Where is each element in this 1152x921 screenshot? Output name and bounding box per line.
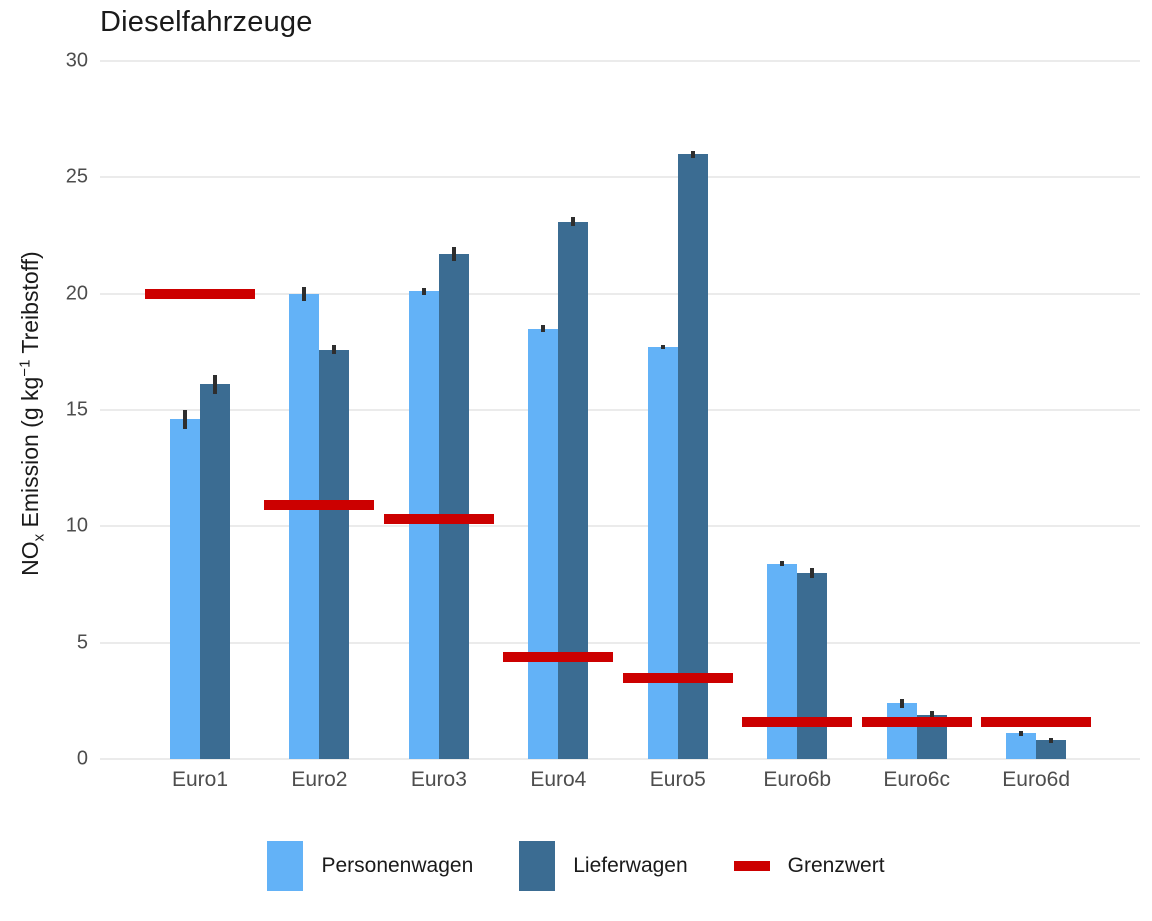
lieferwagen-color-swatch xyxy=(519,841,556,891)
legend-item-grenzwert: Grenzwert xyxy=(733,854,885,878)
errorbar-lieferwagen-euro2 xyxy=(332,344,337,355)
y-axis-title-sub: x xyxy=(30,533,48,542)
x-tick-label-euro2: Euro2 xyxy=(291,768,348,791)
y-tick-label-10: 10 xyxy=(65,514,88,537)
bar-lieferwagen-euro5 xyxy=(677,154,708,759)
y-tick-label-25: 25 xyxy=(65,165,88,188)
grenzwert-segment-euro4 xyxy=(503,651,614,662)
bar-personenwagen-euro3 xyxy=(408,291,439,759)
errorbar-lieferwagen-euro6d xyxy=(1049,738,1054,743)
legend-label-grenzwert: Grenzwert xyxy=(787,854,885,877)
bar-personenwagen-euro5 xyxy=(647,347,678,759)
bar-personenwagen-euro6c xyxy=(886,703,917,759)
y-tick-label-20: 20 xyxy=(65,282,88,305)
legend-label-lieferwagen: Lieferwagen xyxy=(573,854,688,877)
bar-personenwagen-euro2 xyxy=(289,293,320,759)
bar-lieferwagen-euro1 xyxy=(200,384,230,759)
x-tick-label-euro6b: Euro6b xyxy=(763,768,832,791)
y-tick-label-15: 15 xyxy=(65,398,88,421)
legend-item-lieferwagen: Lieferwagen xyxy=(519,841,688,891)
bar-personenwagen-euro1 xyxy=(170,419,200,759)
bar-personenwagen-euro6b xyxy=(767,563,798,759)
plot-area xyxy=(100,60,1140,760)
x-tick-label-euro4: Euro4 xyxy=(530,768,587,791)
bar-lieferwagen-euro6d xyxy=(1036,740,1067,759)
errorbar-personenwagen-euro6c xyxy=(899,698,904,708)
x-tick-label-euro6c: Euro6c xyxy=(883,768,950,791)
y-axis-title-sup: −1 xyxy=(16,359,34,377)
errorbar-lieferwagen-euro4 xyxy=(571,216,576,227)
errorbar-lieferwagen-euro5 xyxy=(690,150,695,158)
y-axis-title-pre: NO xyxy=(17,541,44,576)
errorbar-lieferwagen-euro6c xyxy=(929,711,934,719)
gridline-y-20 xyxy=(100,292,1140,295)
y-tick-label-0: 0 xyxy=(76,747,88,770)
x-tick-label-euro5: Euro5 xyxy=(649,768,706,791)
grenzwert-line-swatch xyxy=(733,861,770,871)
grenzwert-segment-euro6b xyxy=(742,716,853,727)
x-tick-label-euro6d: Euro6d xyxy=(1002,768,1070,791)
gridline-y-30 xyxy=(100,60,1140,62)
y-axis-title: NOx Emission (g kg−1 Treibstoff) xyxy=(16,114,47,714)
errorbar-personenwagen-euro6d xyxy=(1019,731,1024,736)
gridline-y-10 xyxy=(100,525,1140,528)
y-tick-label-5: 5 xyxy=(76,631,88,654)
y-axis-title-mid: Emission (g kg xyxy=(17,376,44,534)
grenzwert-segment-euro2 xyxy=(264,500,375,511)
y-axis-title-post: Treibstoff) xyxy=(17,251,44,360)
errorbar-personenwagen-euro2 xyxy=(302,286,307,301)
grenzwert-segment-euro6d xyxy=(981,716,1092,727)
errorbar-lieferwagen-euro1 xyxy=(213,375,217,394)
legend-label-personenwagen: Personenwagen xyxy=(321,854,474,877)
bar-lieferwagen-euro6b xyxy=(797,572,828,759)
errorbar-personenwagen-euro6b xyxy=(780,561,785,566)
bar-lieferwagen-euro2 xyxy=(319,349,350,759)
errorbar-lieferwagen-euro3 xyxy=(451,247,456,262)
x-tick-label-euro1: Euro1 xyxy=(171,768,229,791)
grenzwert-segment-euro1 xyxy=(145,288,255,299)
legend: Personenwagen Lieferwagen Grenzwert xyxy=(0,836,1152,896)
gridline-y-5 xyxy=(100,641,1140,644)
x-axis-labels: Euro1 Euro2 Euro3 Euro4 Euro5 Euro6b Euro6c Eur… xyxy=(100,768,1140,798)
gridline-y-15 xyxy=(100,409,1140,411)
bar-lieferwagen-euro3 xyxy=(438,254,469,759)
personenwagen-color-swatch xyxy=(267,841,304,891)
errorbar-lieferwagen-euro6b xyxy=(810,568,815,578)
errorbar-personenwagen-euro5 xyxy=(660,344,665,350)
bar-personenwagen-euro4 xyxy=(528,328,559,759)
y-tick-label-30: 30 xyxy=(65,49,88,72)
chart-title: Dieselfahrzeuge xyxy=(100,6,313,38)
legend-item-personenwagen: Personenwagen xyxy=(267,841,473,891)
x-tick-label-euro3: Euro3 xyxy=(410,768,467,791)
errorbar-personenwagen-euro4 xyxy=(541,325,546,333)
grenzwert-segment-euro5 xyxy=(622,672,733,683)
gridline-y-0 xyxy=(100,758,1140,760)
grenzwert-segment-euro6c xyxy=(861,716,972,727)
errorbar-personenwagen-euro3 xyxy=(421,287,426,295)
errorbar-personenwagen-euro1 xyxy=(183,410,187,429)
bar-personenwagen-euro6d xyxy=(1006,733,1037,759)
grenzwert-segment-euro3 xyxy=(383,514,494,525)
gridline-y-25 xyxy=(100,176,1140,179)
bar-lieferwagen-euro4 xyxy=(558,221,589,759)
